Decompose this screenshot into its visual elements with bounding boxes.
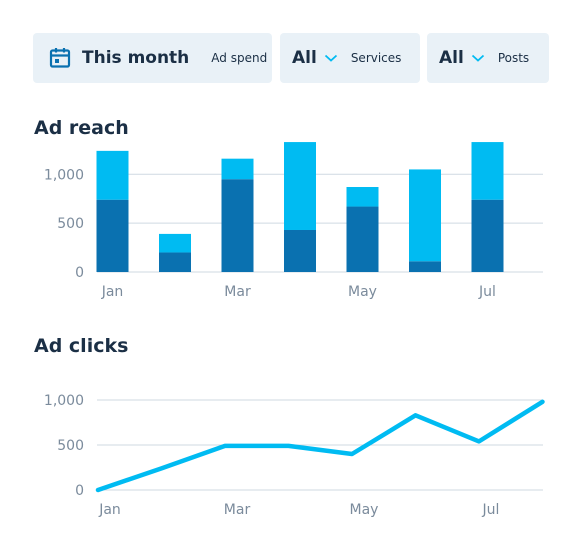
bar-segment-top bbox=[346, 187, 379, 207]
bar-segment-bottom bbox=[159, 252, 191, 272]
posts-filter[interactable]: All Posts bbox=[427, 33, 549, 83]
period-filter-value: This month bbox=[82, 48, 190, 68]
x-tick-label: Jan bbox=[98, 502, 121, 518]
filter-bar: This month Ad spend All Services All Pos… bbox=[33, 33, 549, 83]
period-filter-label: Ad spend bbox=[211, 51, 268, 65]
bar-segment-top bbox=[284, 142, 316, 230]
bar-segment-top bbox=[159, 233, 191, 253]
chevron-down-icon bbox=[324, 54, 337, 62]
y-tick-label: 500 bbox=[57, 216, 84, 232]
ad-reach-chart: 0 500 1,000 Jan Mar May Jul bbox=[44, 142, 543, 300]
calendar-icon bbox=[49, 48, 71, 68]
services-filter-label: Services bbox=[350, 51, 402, 65]
x-tick-label: May bbox=[350, 502, 379, 518]
x-tick-label: Mar bbox=[224, 502, 251, 518]
x-tick-label: Jan bbox=[101, 284, 124, 300]
y-tick-label: 1,000 bbox=[44, 393, 84, 409]
bar-segment-top bbox=[409, 169, 441, 262]
x-tick-label: May bbox=[348, 284, 377, 300]
ad-clicks-chart: 0 500 1,000 Jan Mar May Jul bbox=[44, 393, 545, 518]
posts-filter-label: Posts bbox=[497, 51, 530, 65]
bar-segment-bottom bbox=[221, 179, 254, 272]
posts-filter-value: All bbox=[439, 48, 464, 68]
y-tick-label: 0 bbox=[75, 265, 84, 281]
bar-segment-bottom bbox=[346, 206, 379, 272]
bar-segment-top bbox=[96, 150, 129, 200]
x-tick-label: Jul bbox=[482, 502, 500, 518]
bar-segment-top bbox=[221, 158, 254, 180]
series-line bbox=[95, 399, 545, 493]
bar-segment-bottom bbox=[409, 261, 441, 272]
services-filter-value: All bbox=[292, 48, 317, 68]
bar-segment-bottom bbox=[96, 199, 129, 272]
y-tick-label: 1,000 bbox=[44, 167, 84, 183]
ad-reach-title: Ad reach bbox=[34, 117, 129, 139]
bar-segment-bottom bbox=[471, 199, 504, 272]
y-tick-label: 0 bbox=[75, 483, 84, 499]
bar-segment-bottom bbox=[284, 229, 316, 272]
x-tick-label: Mar bbox=[224, 284, 251, 300]
y-tick-label: 500 bbox=[57, 438, 84, 454]
bar-segment-top bbox=[471, 142, 504, 200]
x-tick-label: Jul bbox=[478, 284, 496, 300]
chevron-down-icon bbox=[471, 54, 484, 62]
services-filter[interactable]: All Services bbox=[280, 33, 420, 83]
ad-clicks-title: Ad clicks bbox=[34, 335, 129, 357]
period-filter[interactable]: This month Ad spend bbox=[33, 33, 272, 83]
